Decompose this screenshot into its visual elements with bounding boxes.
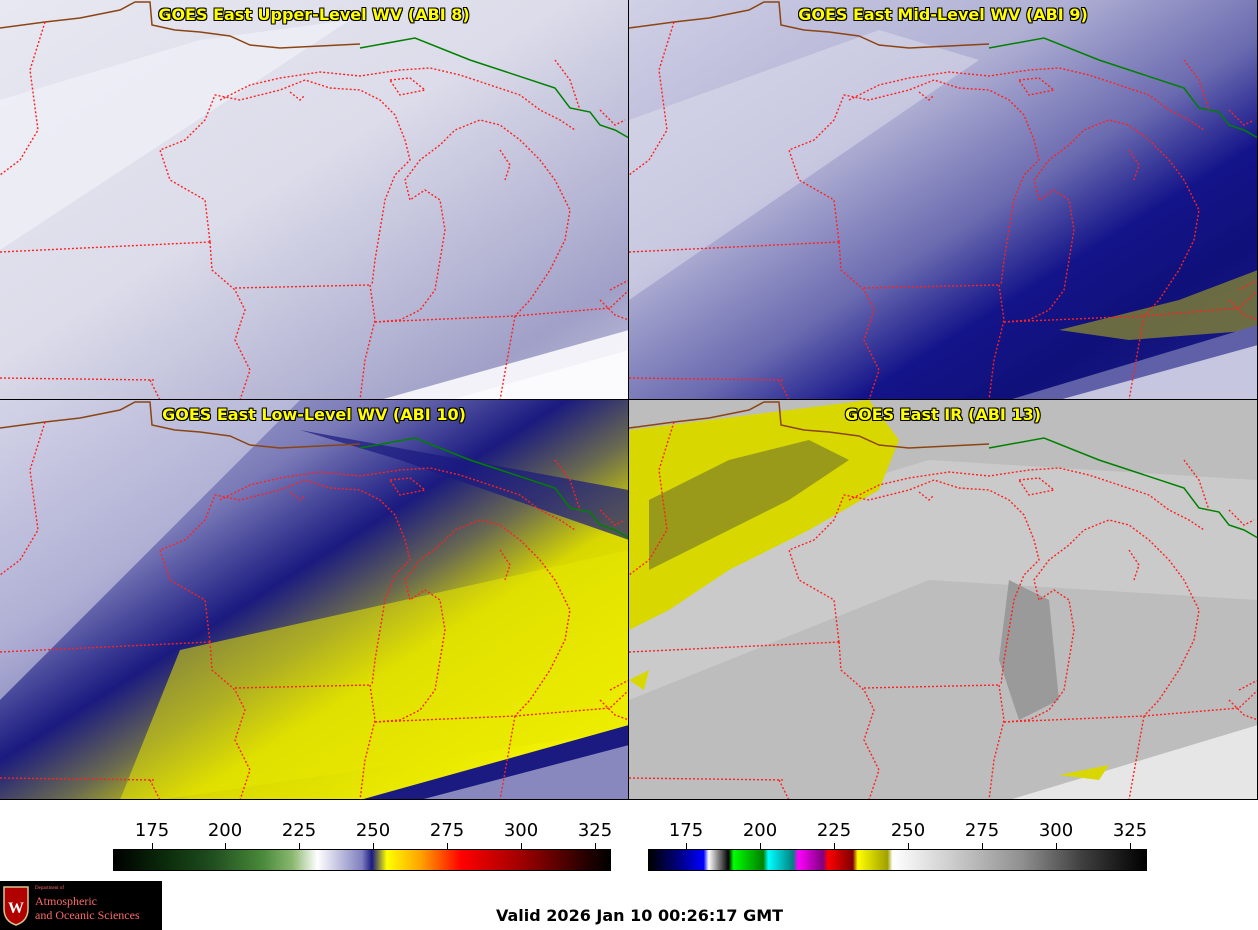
ir-tick-mark [1056, 843, 1057, 849]
wv-tick-mark [521, 843, 522, 849]
wv-tick-mark [595, 843, 596, 849]
wv-tick-mark [152, 843, 153, 849]
wv-tick-label: 175 [134, 820, 170, 841]
wv-tick-mark [299, 843, 300, 849]
ir-tick-label: 300 [1038, 820, 1074, 841]
mid-level-wv-image [629, 0, 1257, 399]
ir-tick-mark [1130, 843, 1131, 849]
wv-tick-label: 325 [577, 820, 613, 841]
ir-tick-label: 250 [890, 820, 926, 841]
wv-tick-mark [225, 843, 226, 849]
ir-tick-mark [760, 843, 761, 849]
low-level-wv-image [0, 400, 628, 799]
wv-colorbar [113, 849, 611, 871]
logo-name-line1: Atmospheric [35, 894, 97, 908]
ir-tick-label: 325 [1112, 820, 1148, 841]
panel-upper-level-wv: GOES East Upper-Level WV (ABI 8) [0, 0, 629, 400]
ir-tick-label: 175 [668, 820, 704, 841]
wv-tick-label: 275 [429, 820, 465, 841]
wv-tick-label: 250 [355, 820, 391, 841]
wv-tick-label: 300 [503, 820, 539, 841]
aos-logo: W Department of Atmospheric and Oceanic … [0, 881, 162, 930]
wv-tick-mark [447, 843, 448, 849]
ir-tick-mark [982, 843, 983, 849]
ir-image [629, 400, 1257, 799]
logo-name-line2: and Oceanic Sciences [35, 908, 140, 922]
panel-title: GOES East Mid-Level WV (ABI 9) [798, 5, 1088, 24]
panel-title: GOES East IR (ABI 13) [844, 405, 1042, 424]
logo-dept-text: Department of [35, 886, 65, 891]
panel-title: GOES East Low-Level WV (ABI 10) [162, 405, 466, 424]
uw-shield-icon: W [3, 886, 29, 926]
wv-tick-label: 200 [207, 820, 243, 841]
wv-tick-label: 225 [281, 820, 317, 841]
panel-mid-level-wv: GOES East Mid-Level WV (ABI 9) [629, 0, 1258, 400]
ir-tick-label: 225 [816, 820, 852, 841]
ir-tick-mark [908, 843, 909, 849]
ir-colorbar [648, 849, 1147, 871]
panel-title: GOES East Upper-Level WV (ABI 8) [158, 5, 470, 24]
svg-text:W: W [8, 900, 24, 917]
panel-low-level-wv: GOES East Low-Level WV (ABI 10) [0, 400, 629, 800]
upper-level-wv-image [0, 0, 628, 399]
ir-tick-label: 200 [742, 820, 778, 841]
wv-tick-mark [373, 843, 374, 849]
ir-tick-mark [686, 843, 687, 849]
valid-time: Valid 2026 Jan 10 00:26:17 GMT [496, 906, 784, 925]
ir-tick-label: 275 [964, 820, 1000, 841]
ir-tick-mark [834, 843, 835, 849]
panel-ir: GOES East IR (ABI 13) [629, 400, 1258, 800]
